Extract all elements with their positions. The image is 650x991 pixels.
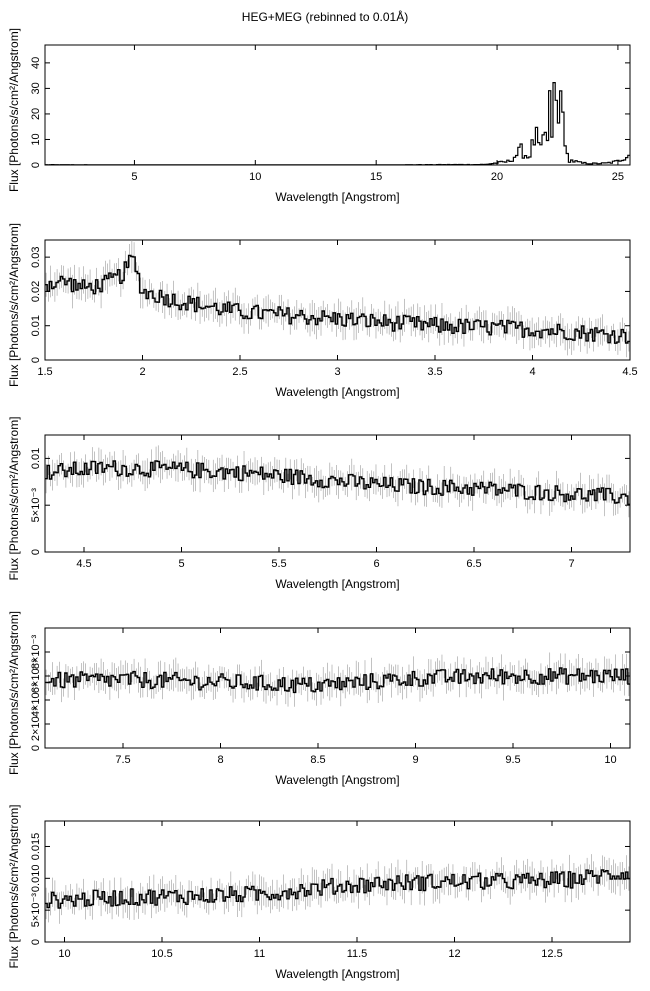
y-tick-label: 10 — [30, 133, 42, 145]
y-tick-label: 0.03 — [30, 246, 42, 267]
spectrum-line — [45, 667, 630, 694]
x-axis-label: Wavelength [Angstrom] — [275, 577, 399, 591]
x-tick-label: 2 — [139, 366, 145, 378]
x-tick-label: 6.5 — [466, 558, 481, 570]
y-tick-label: 0 — [30, 549, 42, 555]
y-tick-label: 0.015 — [30, 833, 42, 861]
chart-panel-1: 5 10 15 20 25 0 10 20 30 40 Wavelength [Angstrom] F… — [7, 28, 631, 204]
y-tick-label: 0.02 — [30, 281, 42, 302]
y-tick-label: 20 — [30, 108, 42, 120]
spectrum-line — [45, 82, 630, 166]
x-tick-label: 12 — [448, 948, 460, 960]
x-tick-label: 5 — [178, 558, 184, 570]
y-tick-label: 4×10⁻³ — [30, 683, 42, 718]
x-tick-label: 3 — [334, 366, 340, 378]
x-tick-label: 11 — [254, 948, 265, 960]
x-tick-label: 10 — [58, 948, 70, 960]
y-tick-label: 0.010 — [30, 865, 42, 893]
x-axis-label: Wavelength [Angstrom] — [275, 385, 399, 399]
y-tick-label: 30 — [30, 82, 42, 94]
y-axis-label: Flux [Photons/s/cm²/Angstrom] — [7, 611, 21, 775]
y-axis-label: Flux [Photons/s/cm²/Angstrom] — [7, 416, 21, 580]
x-tick-label: 6 — [373, 558, 379, 570]
plot-frame — [44, 820, 631, 943]
x-tick-label: 3.5 — [427, 366, 442, 378]
y-tick-label: 0 — [30, 162, 42, 168]
x-tick-label: 7 — [568, 558, 574, 570]
x-axis-label: Wavelength [Angstrom] — [275, 773, 399, 787]
y-tick-label: 0.01 — [30, 315, 42, 336]
chart-panel-4: 7.5 8 8.5 9 9.5 10 0 2×10⁻³4×10⁻³6×10⁻³8×10⁻³ Wa… — [7, 611, 631, 787]
plot-frame — [44, 239, 631, 361]
x-axis-label: Wavelength [Angstrom] — [275, 190, 399, 204]
y-axis-label: Flux [Photons/s/cm²/Angstrom] — [7, 223, 21, 387]
y-tick-label: 5×10⁻³ — [30, 488, 42, 523]
x-tick-label: 4.5 — [76, 558, 91, 570]
plot-frame — [44, 627, 631, 749]
x-tick-label: 4.5 — [622, 366, 637, 378]
y-tick-label: 5×10⁻³ — [30, 893, 42, 928]
y-axis-label: Flux [Photons/s/cm²/Angstrom] — [7, 28, 21, 192]
x-tick-label: 10 — [249, 171, 261, 183]
plot-frame — [44, 434, 631, 553]
plot-frame — [44, 44, 631, 166]
x-tick-label: 11.5 — [347, 948, 368, 960]
y-tick-label: 0.01 — [30, 448, 42, 469]
chart-panel-3: 4.5 5 5.5 6 6.5 7 0 5×10⁻³ 0.01 Wavelength [Angst… — [7, 416, 631, 591]
page-title: HEG+MEG (rebinned to 0.01Å) — [241, 10, 409, 24]
x-tick-label: 5 — [131, 171, 137, 183]
y-tick-label: 0 — [30, 357, 42, 363]
x-tick-label: 9.5 — [505, 754, 520, 766]
x-tick-label: 12.5 — [541, 948, 562, 960]
x-tick-label: 8.5 — [310, 754, 325, 766]
y-tick-label: 0 — [30, 939, 42, 945]
x-tick-label: 20 — [491, 171, 503, 183]
x-tick-label: 4 — [529, 366, 535, 378]
y-tick-label: 2×10⁻³ — [30, 707, 42, 742]
spectrum-line — [45, 869, 630, 909]
x-tick-label: 10 — [604, 754, 616, 766]
spectrum-line — [45, 460, 630, 505]
x-tick-label: 9 — [412, 754, 418, 766]
y-tick-label: 40 — [30, 57, 42, 69]
y-tick-label: 6×10⁻³ — [30, 659, 42, 694]
x-axis-label: Wavelength [Angstrom] — [275, 967, 399, 981]
y-tick-label: 0 — [30, 745, 42, 751]
x-tick-label: 7.5 — [115, 754, 130, 766]
y-tick-label: 8×10⁻³ — [30, 635, 42, 670]
x-tick-label: 2.5 — [232, 366, 247, 378]
x-tick-label: 5.5 — [271, 558, 286, 570]
y-axis-label: Flux [Photons/s/cm²/Angstrom] — [7, 804, 21, 968]
chart-panel-5: 10 10.5 11 11.5 12 12.5 0 5×10⁻³0.010 0.015 Wavel… — [7, 804, 631, 981]
x-tick-label: 25 — [612, 171, 624, 183]
chart-panel-2: 1.5 2 2.5 3 3.5 4 4.5 0 0.01 0.02 0.03 Wavelength [… — [7, 223, 638, 399]
x-tick-label: 10.5 — [151, 948, 172, 960]
x-tick-label: 1.5 — [37, 366, 52, 378]
x-tick-label: 15 — [370, 171, 382, 183]
x-tick-label: 8 — [217, 754, 223, 766]
spectrum-line — [45, 254, 630, 344]
